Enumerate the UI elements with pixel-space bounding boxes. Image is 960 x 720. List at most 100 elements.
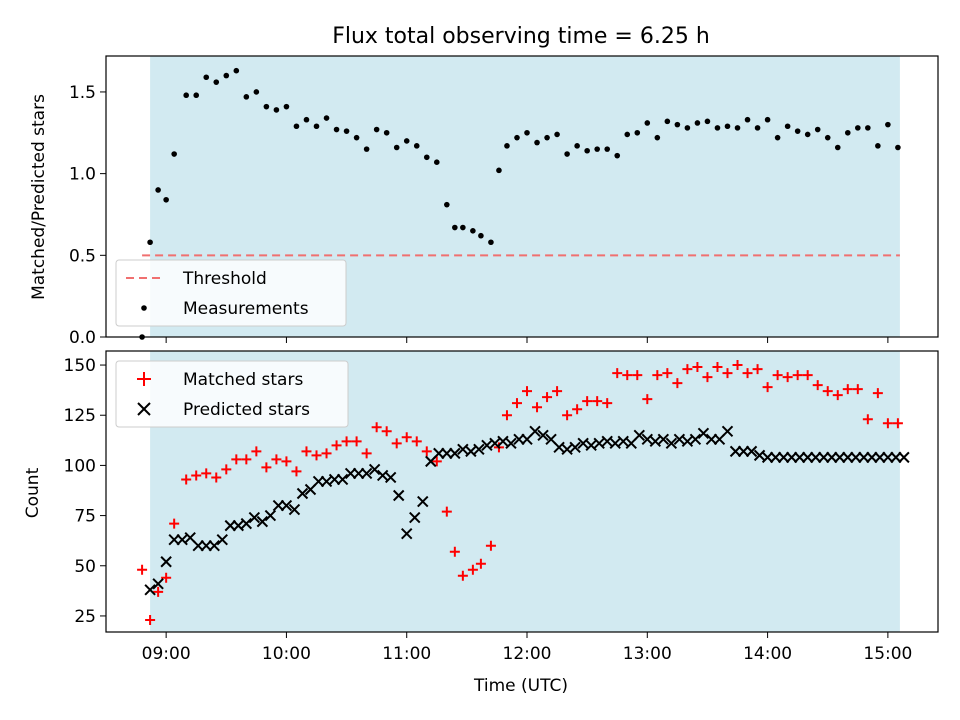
measurement-point	[139, 334, 145, 340]
matched-stars-point	[772, 370, 783, 381]
measurement-point	[584, 147, 590, 154]
predicted-stars-point	[593, 437, 605, 450]
matched-stars-point	[782, 372, 793, 383]
matched-stars-point	[331, 440, 342, 451]
matched-stars-point	[822, 386, 833, 397]
matched-stars-point	[602, 398, 613, 409]
measurement-point	[804, 131, 811, 138]
predicted-stars-point	[457, 443, 469, 456]
measurement-point	[313, 123, 320, 130]
matched-stars-point	[145, 614, 156, 625]
measurement-point	[624, 131, 631, 138]
predicted-stars-point	[585, 439, 597, 452]
matched-stars-point	[281, 456, 292, 467]
predicted-stars-point	[898, 451, 910, 464]
matched-stars-point	[391, 438, 402, 449]
predicted-stars-point	[320, 475, 333, 488]
matched-stars-point	[662, 368, 673, 379]
measurement-point	[403, 138, 410, 144]
predicted-stars-point	[368, 463, 381, 476]
measurement-point	[734, 125, 741, 131]
legend-label: Measurements	[183, 299, 309, 319]
measurement-point	[694, 120, 701, 126]
measurement-point	[293, 123, 300, 130]
matched-stars-point	[582, 396, 593, 407]
measurement-point	[303, 116, 310, 123]
measurement-point	[844, 129, 851, 136]
measurement-point	[634, 129, 641, 136]
matched-stars-point	[562, 410, 573, 421]
measurement-point	[243, 94, 250, 100]
measurement-point	[544, 134, 550, 141]
predicted-stars-point	[208, 539, 220, 552]
measurement-point	[253, 89, 260, 95]
predicted-stars-point	[144, 584, 156, 596]
legend-box	[115, 360, 349, 428]
measurement-point	[263, 103, 270, 110]
measurement-point	[223, 72, 230, 79]
measurement-point	[684, 125, 691, 131]
measurement-point	[574, 143, 580, 149]
matched-stars-point	[522, 386, 533, 397]
y-tick-label: 75	[74, 507, 96, 527]
measurement-point	[855, 125, 861, 131]
measurement-point	[814, 126, 821, 133]
matched-stars-point	[211, 472, 222, 483]
matched-stars-point	[812, 380, 823, 391]
predicted-stars-point	[392, 489, 405, 502]
matched-stars-point	[642, 394, 653, 405]
predicted-stars-point	[296, 487, 309, 500]
measurement-point	[283, 103, 290, 110]
measurement-point	[564, 151, 570, 157]
matched-stars-point	[261, 462, 272, 473]
matched-stars-point	[321, 448, 332, 459]
matched-stars-point	[301, 446, 312, 457]
matched-stars-point	[441, 506, 452, 517]
predicted-stars-point	[633, 429, 645, 442]
predicted-stars-point	[280, 499, 293, 512]
predicted-stars-point	[681, 435, 694, 448]
y-tick-label: 50	[74, 557, 96, 577]
predicted-stars-point	[489, 437, 501, 450]
matched-stars-point	[882, 418, 893, 429]
legend-measurement-swatch	[141, 305, 147, 311]
measurement-point	[784, 123, 791, 130]
predicted-stars-point	[360, 467, 373, 480]
matched-stars-point	[421, 446, 432, 457]
measurement-point	[885, 121, 891, 128]
predicted-stars-point	[417, 495, 429, 508]
matched-stars-point	[341, 436, 352, 447]
x-tick-label: 13:00	[623, 644, 672, 664]
predicted-stars-point	[665, 437, 678, 450]
measurement-point	[504, 143, 510, 149]
top-panel: 0.0 0.5 1.0 1.5 Threshold Measurements	[69, 55, 939, 348]
matched-stars-point	[153, 586, 164, 597]
predicted-stars-point	[577, 437, 589, 450]
predicted-stars-point	[160, 556, 172, 568]
matched-stars-point	[532, 402, 543, 413]
predicted-stars-point	[609, 437, 621, 450]
measurement-point	[614, 152, 621, 159]
measurement-point	[834, 144, 841, 151]
y-tick-label: 150	[64, 356, 96, 376]
matched-stars-point	[361, 448, 372, 459]
measurement-point	[353, 134, 360, 141]
measurement-point	[524, 129, 530, 136]
matched-stars-point	[291, 466, 302, 477]
matched-stars-point	[351, 436, 362, 447]
matched-stars-point	[722, 368, 733, 379]
measurement-point	[163, 196, 169, 203]
predicted-stars-point	[248, 511, 261, 524]
matched-stars-point	[161, 572, 172, 583]
predicted-stars-point	[384, 471, 397, 484]
predicted-stars-point	[256, 515, 269, 528]
predicted-stars-point	[641, 433, 654, 446]
y-tick-label: 1.5	[69, 83, 96, 103]
predicted-stars-point	[753, 449, 766, 462]
matched-stars-point	[411, 436, 422, 447]
matched-stars-point	[401, 432, 412, 443]
predicted-stars-point	[657, 433, 670, 446]
predicted-stars-point	[473, 443, 485, 456]
measurement-point	[323, 115, 330, 121]
